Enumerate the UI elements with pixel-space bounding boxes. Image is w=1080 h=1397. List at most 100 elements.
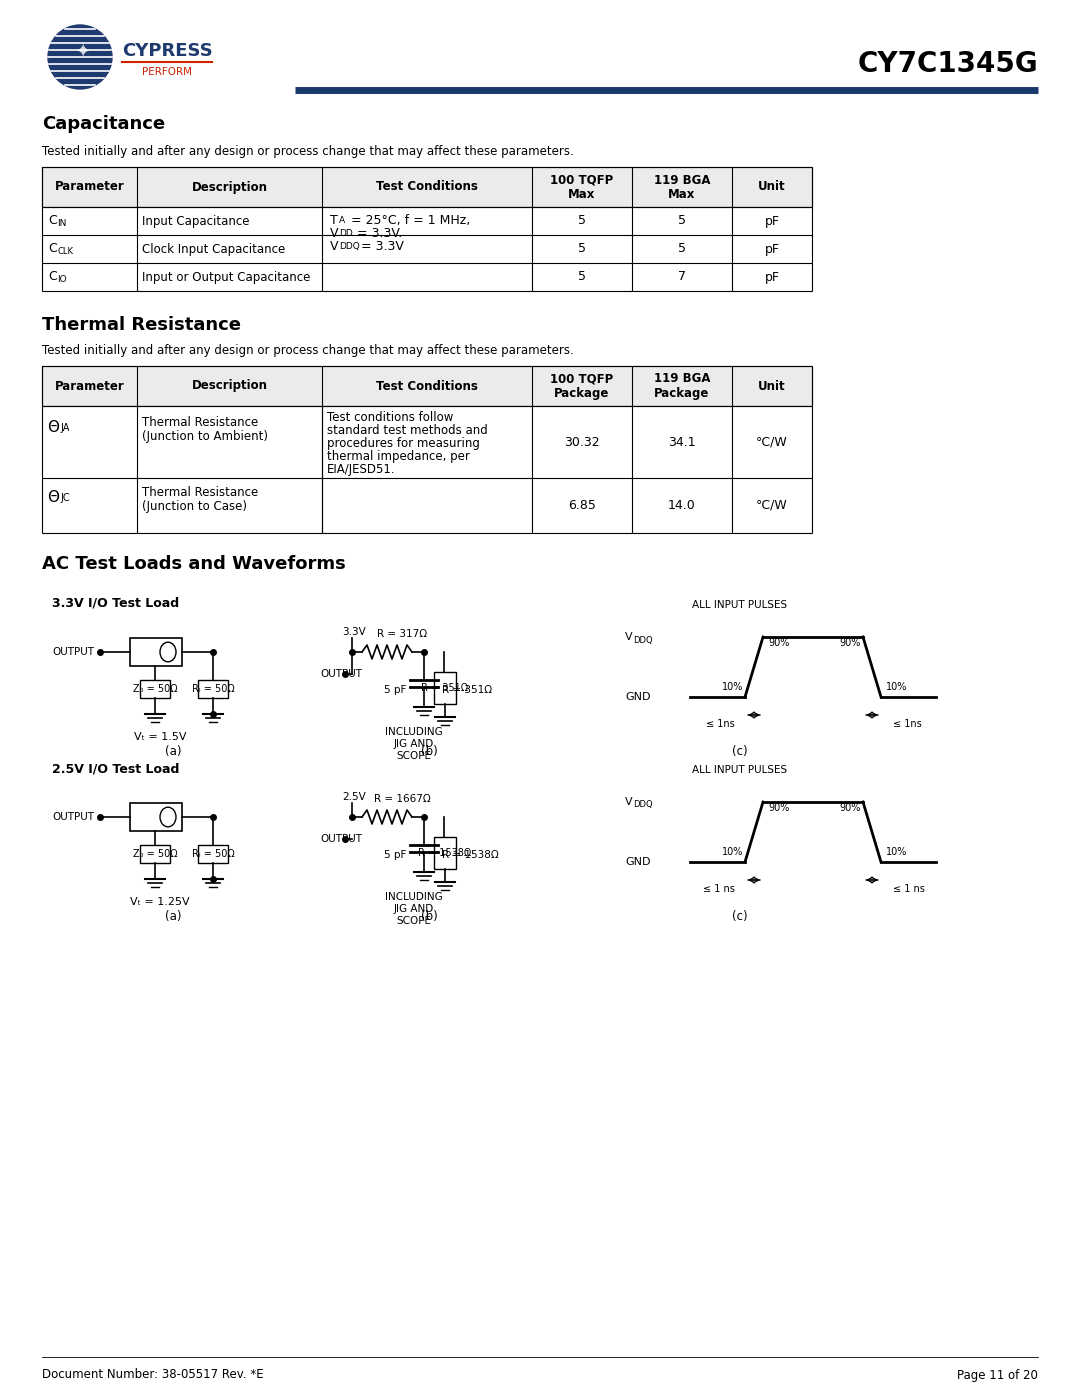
Text: C: C	[48, 215, 57, 228]
Text: R = 1538Ω: R = 1538Ω	[418, 848, 472, 858]
Text: 14.0: 14.0	[669, 499, 696, 511]
Text: V: V	[330, 240, 338, 253]
Text: = 3.3V.: = 3.3V.	[353, 226, 402, 240]
Text: AC Test Loads and Waveforms: AC Test Loads and Waveforms	[42, 555, 346, 573]
Text: Rₗ = 50Ω: Rₗ = 50Ω	[191, 685, 234, 694]
Text: 10%: 10%	[886, 847, 907, 856]
Text: ≤ 1ns: ≤ 1ns	[706, 719, 735, 729]
Text: Z₀ = 50Ω: Z₀ = 50Ω	[133, 685, 177, 694]
Text: ≤ 1ns: ≤ 1ns	[893, 719, 921, 729]
Text: = 25°C, f = 1 MHz,: = 25°C, f = 1 MHz,	[347, 214, 470, 226]
Text: °C/W: °C/W	[756, 499, 788, 511]
Text: EIA/JESD51.: EIA/JESD51.	[327, 462, 395, 476]
Text: Max: Max	[568, 187, 596, 201]
Text: 3.3V: 3.3V	[342, 627, 366, 637]
Text: Thermal Resistance: Thermal Resistance	[141, 416, 258, 429]
Text: 5 pF: 5 pF	[383, 685, 406, 694]
Text: SCOPE: SCOPE	[396, 752, 432, 761]
Bar	[198, 680, 228, 698]
Text: 119 BGA: 119 BGA	[653, 373, 711, 386]
Text: (a): (a)	[165, 745, 181, 759]
Text: pF: pF	[765, 243, 780, 256]
Text: 2.5V: 2.5V	[342, 792, 366, 802]
Text: Θ: Θ	[48, 490, 59, 504]
Bar	[42, 407, 812, 478]
Text: IN: IN	[57, 219, 66, 229]
Text: 119 BGA: 119 BGA	[653, 173, 711, 187]
Text: OUTPUT: OUTPUT	[320, 834, 362, 844]
Text: thermal impedance, per: thermal impedance, per	[327, 450, 470, 462]
Text: 5: 5	[678, 243, 686, 256]
Text: IO: IO	[57, 275, 67, 285]
Text: R = 351Ω: R = 351Ω	[421, 683, 469, 693]
Text: OUTPUT: OUTPUT	[52, 812, 94, 821]
Text: Description: Description	[191, 180, 268, 194]
Text: R = 1667Ω: R = 1667Ω	[374, 793, 430, 805]
Text: JC: JC	[60, 493, 69, 503]
Text: GND: GND	[625, 692, 650, 703]
Bar	[42, 478, 812, 534]
Text: 100 TQFP: 100 TQFP	[551, 373, 613, 386]
Text: DDQ: DDQ	[339, 242, 360, 251]
Ellipse shape	[160, 643, 176, 662]
Text: pF: pF	[765, 271, 780, 284]
Text: CYPRESS: CYPRESS	[122, 42, 213, 60]
Text: Test Conditions: Test Conditions	[376, 380, 478, 393]
Text: ALL INPUT PULSES: ALL INPUT PULSES	[692, 766, 787, 775]
Text: 90%: 90%	[839, 803, 861, 813]
Text: °C/W: °C/W	[756, 436, 788, 448]
Bar	[434, 837, 456, 869]
Text: standard test methods and: standard test methods and	[327, 425, 488, 437]
Text: 5: 5	[578, 243, 586, 256]
Circle shape	[48, 25, 112, 89]
Text: DDQ: DDQ	[633, 636, 652, 644]
Text: OUTPUT: OUTPUT	[52, 647, 94, 657]
Text: Tested initially and after any design or process change that may affect these pa: Tested initially and after any design or…	[42, 145, 573, 158]
Text: ALL INPUT PULSES: ALL INPUT PULSES	[692, 599, 787, 610]
Text: Rₗ = 50Ω: Rₗ = 50Ω	[191, 849, 234, 859]
Text: Document Number: 38-05517 Rev. *E: Document Number: 38-05517 Rev. *E	[42, 1369, 264, 1382]
Bar	[140, 845, 170, 863]
Text: 34.1: 34.1	[669, 436, 696, 448]
Text: C: C	[48, 243, 57, 256]
Text: PERFORM: PERFORM	[141, 67, 192, 77]
Text: 100 TQFP: 100 TQFP	[551, 173, 613, 187]
Text: R = 351Ω: R = 351Ω	[442, 685, 492, 694]
Ellipse shape	[160, 807, 176, 827]
Text: CY7C1345G: CY7C1345G	[858, 50, 1038, 78]
Text: JIG AND: JIG AND	[394, 739, 434, 749]
Text: Capacitance: Capacitance	[42, 115, 165, 133]
Text: (b): (b)	[420, 909, 437, 923]
Text: 30.32: 30.32	[564, 436, 599, 448]
Text: V: V	[330, 226, 338, 240]
Text: INCLUDING: INCLUDING	[386, 726, 443, 738]
Text: pF: pF	[765, 215, 780, 228]
Text: (c): (c)	[732, 745, 747, 759]
Text: JA: JA	[60, 423, 69, 433]
Bar	[42, 168, 812, 207]
Text: DDQ: DDQ	[633, 800, 652, 809]
Text: Input Capacitance: Input Capacitance	[141, 215, 249, 228]
Text: (Junction to Ambient): (Junction to Ambient)	[141, 430, 268, 443]
Text: 5: 5	[678, 215, 686, 228]
Text: 5 pF: 5 pF	[383, 849, 406, 861]
Text: Max: Max	[669, 187, 696, 201]
Text: Package: Package	[554, 387, 610, 400]
Text: 10%: 10%	[721, 847, 743, 856]
Text: 5: 5	[578, 215, 586, 228]
Text: DD: DD	[339, 229, 353, 237]
Text: T: T	[330, 214, 338, 226]
Text: R = 317Ω: R = 317Ω	[377, 629, 427, 638]
Text: Tested initially and after any design or process change that may affect these pa: Tested initially and after any design or…	[42, 344, 573, 358]
Text: 7: 7	[678, 271, 686, 284]
Text: Thermal Resistance: Thermal Resistance	[42, 316, 241, 334]
Text: Test conditions follow: Test conditions follow	[327, 411, 454, 425]
Bar	[434, 672, 456, 704]
Text: SCOPE: SCOPE	[396, 916, 432, 926]
Bar	[130, 638, 183, 666]
Text: (c): (c)	[732, 909, 747, 923]
Text: ≤ 1 ns: ≤ 1 ns	[703, 884, 735, 894]
Text: (Junction to Case): (Junction to Case)	[141, 500, 247, 513]
Text: 2.5V I/O Test Load: 2.5V I/O Test Load	[52, 761, 179, 775]
Text: ≤ 1 ns: ≤ 1 ns	[893, 884, 924, 894]
